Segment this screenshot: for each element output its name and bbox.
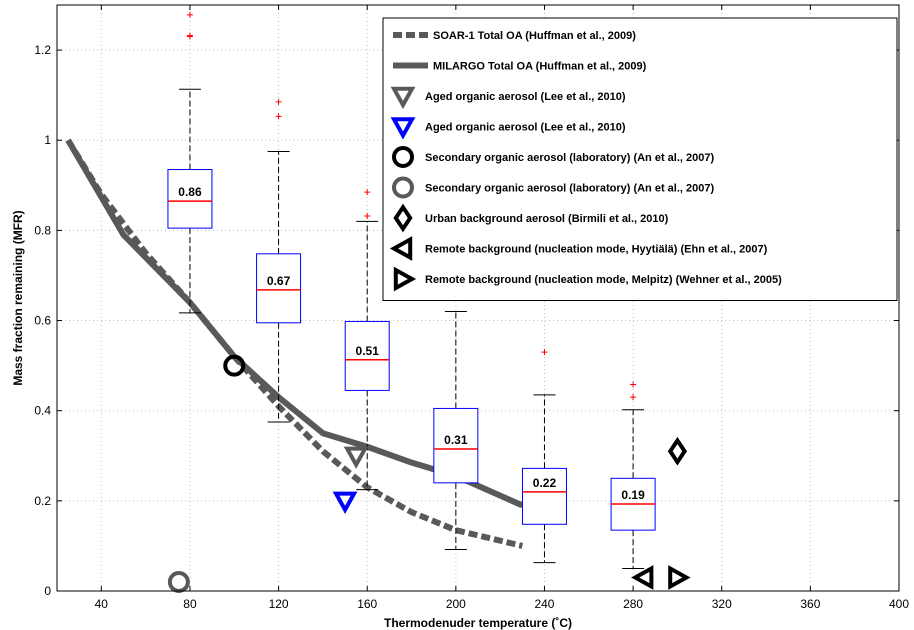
marker-circle bbox=[223, 354, 246, 377]
y-tick-label: 0.8 bbox=[34, 223, 51, 237]
x-tick-label: 80 bbox=[183, 597, 197, 611]
box bbox=[433, 407, 479, 484]
outlier-point bbox=[186, 32, 193, 39]
median-label: 0.67 bbox=[267, 274, 291, 288]
box bbox=[521, 467, 567, 525]
x-tick-label: 320 bbox=[712, 597, 732, 611]
median-label: 0.51 bbox=[356, 344, 380, 358]
box bbox=[344, 320, 390, 391]
legend-label: Remote background (nucleation mode, Hyyt… bbox=[425, 244, 768, 256]
plot-frame bbox=[56, 4, 900, 592]
marker-triangle-down bbox=[343, 446, 369, 469]
outlier-point bbox=[630, 394, 637, 401]
y-tick-label: 1 bbox=[44, 133, 51, 147]
x-tick-label: 160 bbox=[357, 597, 377, 611]
boxplot: 0.31 bbox=[433, 311, 479, 551]
median-label: 0.31 bbox=[444, 433, 468, 447]
legend-box bbox=[382, 17, 898, 301]
y-tick-label: 1.2 bbox=[34, 43, 51, 57]
legend-label: MILARGO Total OA (Huffman et al., 2009) bbox=[433, 61, 647, 73]
marker-triangle-down bbox=[332, 491, 358, 514]
axis-ticks: 40 80 120 160 200 240 280 320 360 400 0 0.2 0.4 0.6 0.… bbox=[34, 5, 909, 611]
boxplot: 0.51 bbox=[344, 189, 390, 491]
outlier-point bbox=[275, 98, 282, 105]
data-markers bbox=[167, 354, 691, 593]
x-axis-label: Thermodenuder temperature (˚C) bbox=[384, 616, 572, 630]
y-axis-label: Mass fraction remaining (MFR) bbox=[11, 210, 25, 385]
x-tick-label: 40 bbox=[95, 597, 109, 611]
y-tick-label: 0.4 bbox=[34, 404, 51, 418]
legend-marker-circle bbox=[392, 146, 414, 168]
legend-marker-diamond bbox=[393, 203, 413, 233]
boxplot: 0.22 bbox=[521, 349, 567, 564]
outlier-point bbox=[275, 113, 282, 120]
legend-marker-circle bbox=[392, 176, 414, 199]
legend: SOAR-1 Total OA (Huffman et al., 2009) MI… bbox=[382, 17, 898, 301]
y-tick-label: 0 bbox=[44, 584, 51, 598]
outlier-point bbox=[186, 11, 193, 18]
outlier-point bbox=[630, 381, 637, 388]
boxplot: 0.19 bbox=[610, 381, 656, 569]
legend-label: SOAR-1 Total OA (Huffman et al., 2009) bbox=[433, 30, 636, 42]
median-label: 0.22 bbox=[533, 476, 557, 490]
outlier-point bbox=[541, 349, 548, 356]
box bbox=[167, 169, 213, 229]
legend-marker-triangle-left bbox=[389, 236, 413, 261]
median-label: 0.19 bbox=[621, 488, 645, 502]
legend-label: Secondary organic aerosol (laboratory) (… bbox=[425, 183, 714, 195]
median-label: 0.86 bbox=[178, 185, 202, 199]
legend-label: Aged organic aerosol (Lee et al., 2010) bbox=[425, 91, 626, 103]
x-tick-label: 400 bbox=[889, 597, 909, 611]
outlier-point bbox=[364, 189, 371, 196]
boxplot: 0.86 bbox=[167, 11, 213, 314]
legend-marker-triangle-right bbox=[393, 266, 417, 292]
legend-label: Urban background aerosol (Birmili et al.… bbox=[425, 213, 669, 225]
marker-diamond bbox=[667, 436, 688, 466]
x-tick-label: 360 bbox=[800, 597, 820, 611]
marker-triangle-right bbox=[668, 565, 691, 590]
x-tick-label: 280 bbox=[623, 597, 643, 611]
marker-triangle-left bbox=[631, 565, 654, 590]
outlier-point bbox=[364, 212, 371, 219]
boxplots: 0.86 0.67 0.51 0.31 0.22 0.19 bbox=[167, 11, 656, 569]
y-tick-label: 0.2 bbox=[34, 494, 51, 508]
x-tick-label: 200 bbox=[446, 597, 466, 611]
x-tick-label: 120 bbox=[269, 597, 289, 611]
legend-label: Secondary organic aerosol (laboratory) (… bbox=[425, 152, 714, 164]
legend-marker-triangle-down bbox=[390, 86, 416, 110]
legend-label: Remote background (nucleation mode, Melp… bbox=[425, 274, 782, 286]
x-tick-label: 240 bbox=[534, 597, 554, 611]
box bbox=[256, 253, 302, 324]
y-tick-label: 0.6 bbox=[34, 314, 51, 328]
legend-label: Aged organic aerosol (Lee et al., 2010) bbox=[425, 122, 626, 134]
legend-marker-triangle-down bbox=[390, 117, 416, 140]
boxplot: 0.67 bbox=[256, 98, 302, 423]
